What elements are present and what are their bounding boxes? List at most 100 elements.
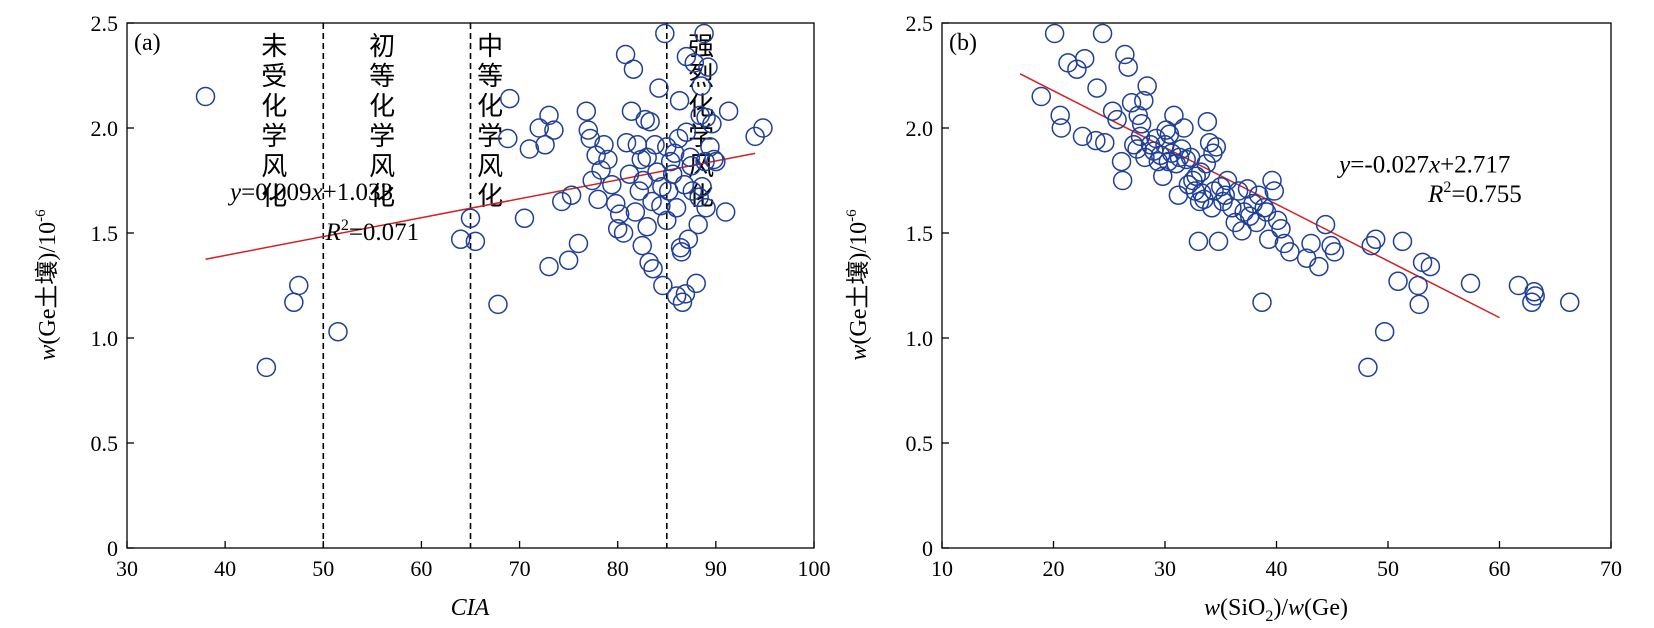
data-point (1199, 132, 1220, 153)
data-point (669, 90, 690, 111)
data-point (558, 250, 579, 271)
y-tick-label-a: 0.5 (91, 431, 119, 456)
data-point (694, 23, 714, 44)
data-point (649, 78, 669, 98)
data-point (1324, 242, 1345, 262)
data-point (500, 88, 520, 109)
data-point (1067, 59, 1087, 79)
data-point (1189, 191, 1210, 212)
data-point (1086, 130, 1106, 151)
scatter-points-a (195, 23, 773, 378)
x-tick-label-a: 100 (798, 556, 831, 581)
y-tick-label-b: 2.0 (906, 116, 934, 141)
data-point (539, 105, 559, 126)
zone-label-char: 学 (369, 122, 395, 151)
data-point (1202, 198, 1222, 218)
data-point (552, 191, 572, 212)
data-point (696, 107, 716, 128)
data-point (1559, 292, 1580, 313)
data-point (623, 59, 644, 79)
data-point (1196, 153, 1217, 174)
data-point (1525, 286, 1545, 306)
plot-frame-b (941, 22, 1612, 549)
data-point (580, 128, 600, 149)
data-point (1112, 170, 1133, 191)
data-point (606, 193, 626, 214)
x-tick-label-a: 30 (116, 556, 138, 581)
data-point (578, 120, 599, 140)
y-axis-label-a-exp: -6 (33, 209, 49, 222)
data-point (586, 145, 606, 166)
x-tick-label-b: 30 (1154, 556, 1176, 581)
zone-label: 初等化学风化 (369, 32, 395, 211)
equation-a: y=0.009x+1.033 (227, 179, 393, 206)
data-point (1095, 132, 1115, 153)
x-axis-label-b-w1: w (1204, 595, 1220, 621)
data-point (1301, 233, 1321, 254)
data-point (613, 223, 634, 243)
x-tick-label-b: 20 (1043, 556, 1065, 581)
y-tick-label-b: 1.5 (906, 221, 934, 246)
data-point (653, 275, 673, 296)
x-axis-label-b-mid: (SiO (1220, 595, 1265, 621)
equation-b: y=-0.027x+2.717 (1336, 152, 1510, 179)
y-tick-label-a: 2.0 (91, 116, 119, 141)
data-point (1074, 48, 1095, 69)
data-point (702, 114, 722, 134)
r-squared-b: R2=0.755 (1427, 179, 1522, 208)
y-axis-label-a-rest: (Ge土壤)/10 (34, 222, 61, 345)
data-point (1228, 181, 1249, 201)
ticks-b: 10 20 30 40 50 60 70 0 0.5 1.0 1.5 2.0 2.5 (906, 11, 1623, 581)
data-point (637, 216, 657, 237)
equation-a-x: x (311, 179, 323, 206)
r-squared-a-value: =0.071 (349, 219, 419, 246)
x-axis-label-b-w2: w (1288, 595, 1304, 621)
data-point (675, 284, 696, 304)
data-point (632, 235, 652, 256)
dividers-a (322, 23, 668, 548)
data-point (1237, 179, 1258, 199)
data-point (1111, 151, 1132, 172)
x-tick-label-a: 80 (607, 556, 629, 581)
y-tick-label-b: 2.5 (906, 11, 934, 36)
data-point (256, 357, 277, 378)
data-point (1206, 137, 1227, 157)
zone-label-char: 风 (369, 152, 395, 181)
data-point (1050, 105, 1070, 126)
data-point (1174, 118, 1194, 138)
data-point (328, 321, 348, 342)
data-point (684, 53, 705, 73)
data-point (695, 151, 715, 172)
data-point (598, 149, 618, 170)
data-point (460, 208, 481, 229)
x-tick-label-b: 50 (1377, 556, 1399, 581)
data-point (660, 151, 681, 172)
data-point (625, 202, 646, 222)
data-point (582, 170, 602, 191)
zone-label-char: 学 (261, 122, 287, 151)
y-axis-label-b-w: w (846, 345, 872, 361)
data-point (1271, 219, 1291, 239)
data-point (498, 128, 518, 149)
zone-label-char: 风 (477, 152, 503, 181)
data-point (514, 208, 535, 229)
data-point (609, 204, 630, 224)
data-point (664, 143, 685, 163)
data-point (1087, 78, 1107, 98)
data-point (602, 174, 622, 195)
y-axis-label-b-exp: -6 (844, 209, 860, 222)
zone-label: 中等化学风化 (477, 32, 503, 211)
data-point (647, 162, 667, 182)
equation-a-y: y (227, 179, 242, 206)
zone-label-char: 化 (369, 182, 395, 211)
data-point (671, 242, 692, 262)
data-point (718, 101, 739, 121)
y-axis-label-a: w(Ge土壤)/10-6 (33, 209, 61, 361)
data-point (465, 231, 486, 252)
x-tick-label-a: 40 (214, 556, 236, 581)
zone-label-char: 初 (369, 32, 395, 61)
data-point (1188, 231, 1209, 252)
